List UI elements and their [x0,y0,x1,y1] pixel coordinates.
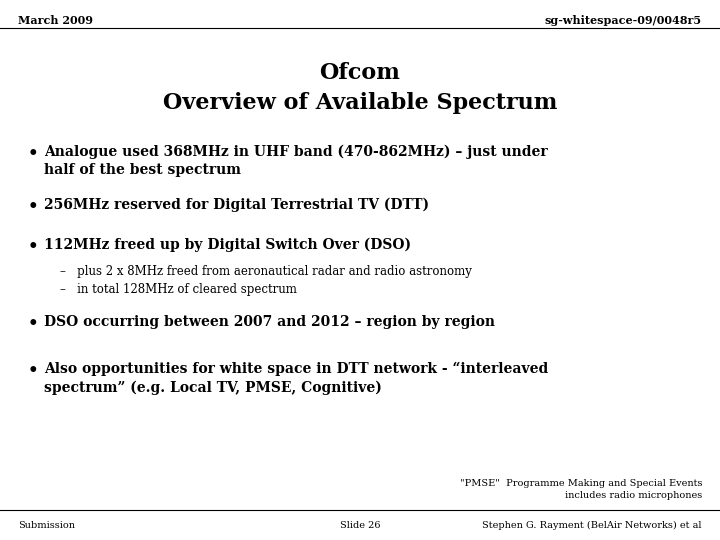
Text: Analogue used 368MHz in UHF band (470-862MHz) – just under
half of the best spec: Analogue used 368MHz in UHF band (470-86… [44,145,548,177]
Text: Overview of Available Spectrum: Overview of Available Spectrum [163,92,557,114]
Text: •: • [28,198,39,215]
Text: •: • [28,315,39,332]
Text: •: • [28,362,39,379]
Text: March 2009: March 2009 [18,15,93,25]
Text: Ofcom: Ofcom [320,62,400,84]
Text: –   plus 2 x 8MHz freed from aeronautical radar and radio astronomy: – plus 2 x 8MHz freed from aeronautical … [60,265,472,278]
Text: DSO occurring between 2007 and 2012 – region by region: DSO occurring between 2007 and 2012 – re… [44,315,495,329]
Text: Also opportunities for white space in DTT network - “interleaved
spectrum” (e.g.: Also opportunities for white space in DT… [44,362,548,395]
Text: "PMSE"  Programme Making and Special Events: "PMSE" Programme Making and Special Even… [459,479,702,488]
Text: Submission: Submission [18,521,75,530]
Text: 256MHz reserved for Digital Terrestrial TV (DTT): 256MHz reserved for Digital Terrestrial … [44,198,429,212]
Text: –   in total 128MHz of cleared spectrum: – in total 128MHz of cleared spectrum [60,283,297,296]
Text: •: • [28,238,39,255]
Text: •: • [28,145,39,162]
Text: sg-whitespace-09/0048r5: sg-whitespace-09/0048r5 [545,15,702,25]
Text: 112MHz freed up by Digital Switch Over (DSO): 112MHz freed up by Digital Switch Over (… [44,238,411,252]
Text: includes radio microphones: includes radio microphones [564,491,702,500]
Text: Slide 26: Slide 26 [340,521,380,530]
Text: Stephen G. Rayment (BelAir Networks) et al: Stephen G. Rayment (BelAir Networks) et … [482,521,702,530]
